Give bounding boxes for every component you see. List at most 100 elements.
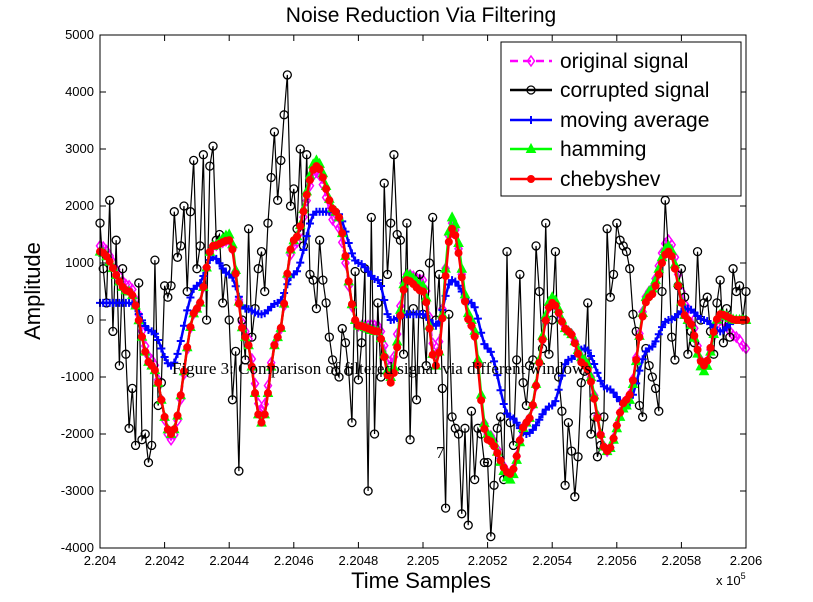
- corrupted-signal-point: [289, 184, 299, 194]
- chebyshev-point: [574, 349, 583, 358]
- chebyshev-point: [347, 300, 356, 309]
- chebyshev-point: [632, 355, 641, 364]
- corrupted-signal-point: [379, 178, 389, 188]
- moving-average-point: [532, 421, 541, 430]
- chebyshev-point: [509, 465, 518, 474]
- moving-average-point: [528, 425, 537, 434]
- chebyshev-point: [703, 356, 712, 365]
- moving-average-point: [480, 340, 489, 349]
- moving-average-point: [305, 219, 314, 228]
- chebyshev-point: [638, 312, 647, 321]
- corrupted-signal-point: [544, 349, 554, 359]
- chebyshev-point: [658, 259, 667, 267]
- moving-average-point: [548, 401, 557, 410]
- corrupted-signal-point: [176, 241, 186, 251]
- moving-average-point: [473, 314, 482, 323]
- chebyshev-point: [160, 412, 169, 421]
- corrupted-signal-point: [515, 269, 525, 280]
- chebyshev-point: [628, 376, 637, 385]
- legend-symbol-chebyshev-marker: [527, 175, 535, 183]
- moving-average-point: [302, 232, 311, 241]
- corrupted-signal-point: [130, 440, 141, 451]
- chebyshev-point: [192, 304, 201, 313]
- chebyshev-point: [225, 236, 234, 245]
- moving-average-point: [293, 267, 302, 276]
- chebyshev-point: [263, 389, 272, 398]
- corrupted-signal-point: [159, 281, 170, 291]
- x-tick-label: 2.204: [84, 553, 117, 568]
- chebyshev-point: [551, 301, 560, 310]
- chebyshev-point: [241, 333, 250, 342]
- x-multiplier-exponent: 5: [741, 571, 746, 581]
- chebyshev-point: [515, 436, 524, 445]
- chebyshev-point: [112, 271, 121, 280]
- chebyshev-point: [674, 281, 683, 290]
- corrupted-signal-point: [182, 286, 192, 297]
- corrupted-signal-point: [308, 275, 318, 285]
- chebyshev-point: [706, 343, 715, 352]
- corrupted-signal-point: [314, 235, 325, 245]
- moving-average-point: [186, 293, 195, 302]
- x-tick-label: 2.2058: [662, 553, 702, 568]
- chebyshev-point: [648, 290, 657, 299]
- legend-symbol-corrupted-marker: [526, 85, 536, 95]
- corrupted-signal-point: [460, 423, 470, 433]
- corrupted-signal-point: [295, 144, 305, 154]
- y-tick-label: -1000: [61, 369, 94, 384]
- corrupted-signal-point: [625, 264, 635, 274]
- chebyshev-point: [183, 343, 192, 352]
- page-number: 7: [436, 443, 445, 462]
- corrupted-signal-point: [602, 224, 612, 234]
- figure-caption: Figure 3: Comparison of filtered signal …: [172, 359, 591, 378]
- chebyshev-point: [105, 257, 114, 266]
- ticks-layer: 2.204 2.2042 2.2044 2.2046 2.2048 2.205 2.2052…: [61, 27, 763, 568]
- corrupted-signal-point: [124, 423, 134, 433]
- chebyshev-point: [283, 269, 292, 278]
- moving-average-point: [509, 414, 518, 423]
- moving-average-point: [557, 371, 566, 380]
- corrupted-signal-point: [715, 275, 725, 285]
- chebyshev-point: [528, 401, 537, 410]
- corrupted-signal-point: [363, 486, 373, 496]
- corrupted-signal-point: [347, 417, 357, 428]
- x-tick-label: 2.2044: [209, 553, 249, 568]
- corrupted-signal-point: [140, 429, 150, 439]
- moving-average-point: [347, 249, 356, 258]
- chebyshev-point: [554, 308, 563, 317]
- chebyshev-point: [473, 361, 482, 370]
- chebyshev-point: [244, 341, 253, 350]
- corrupted-signal-point: [279, 110, 289, 120]
- corrupted-signal-point: [350, 266, 360, 277]
- moving-average-point: [344, 239, 353, 248]
- corrupted-signal-point: [550, 246, 561, 257]
- corrupted-signal-point: [512, 355, 522, 365]
- chebyshev-point: [176, 391, 185, 400]
- moving-average-point: [648, 342, 657, 351]
- chebyshev-point: [173, 411, 182, 420]
- chebyshev-point: [234, 299, 243, 308]
- legend-symbol-original-marker: [526, 54, 536, 68]
- chebyshev-point: [454, 249, 463, 258]
- chebyshev-point: [254, 410, 263, 419]
- chebyshev-point: [477, 396, 486, 405]
- corrupted-signal-point: [683, 349, 693, 359]
- moving-average-point: [160, 353, 169, 362]
- chebyshev-point: [431, 361, 440, 370]
- corrupted-signal-point: [121, 349, 131, 359]
- corrupted-signal-point: [637, 412, 648, 422]
- chebyshev-point: [170, 425, 179, 434]
- chebyshev-point: [267, 362, 276, 371]
- corrupted-signal-point: [340, 338, 351, 348]
- corrupted-signal-point: [447, 412, 457, 422]
- chebyshev-point: [157, 395, 166, 404]
- chebyshev-point: [373, 327, 382, 336]
- corrupted-signal-point: [172, 252, 183, 262]
- chebyshev-point: [654, 270, 663, 279]
- corrupted-signal-point: [654, 406, 664, 416]
- chebyshev-point: [128, 291, 137, 300]
- corrupted-signal-point: [201, 315, 212, 325]
- corrupted-signal-point: [502, 246, 512, 257]
- chebyshev-point: [493, 448, 502, 457]
- corrupted-signal-point: [321, 298, 331, 308]
- chebyshev-point: [399, 285, 408, 294]
